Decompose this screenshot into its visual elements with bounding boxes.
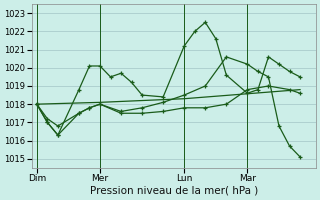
X-axis label: Pression niveau de la mer( hPa ): Pression niveau de la mer( hPa ) bbox=[90, 186, 258, 196]
